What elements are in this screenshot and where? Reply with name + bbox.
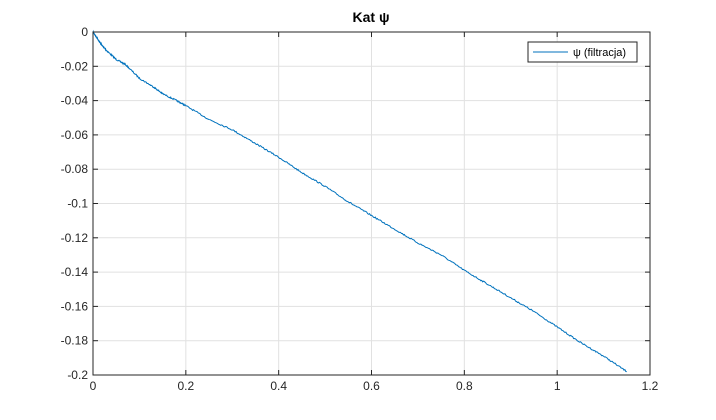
x-tick-label: 1 <box>554 379 561 393</box>
x-tick-labels: 0 0.2 0.4 0.6 0.8 1 1.2 <box>90 379 659 393</box>
legend-box <box>527 41 638 63</box>
series-layer <box>92 29 627 373</box>
y-tick-label: -0.14 <box>61 265 89 279</box>
y-tick-label: -0.1 <box>67 197 88 211</box>
legend: ψ (filtracja) <box>527 41 638 63</box>
y-tick-label: -0.08 <box>61 162 89 176</box>
y-tick-label: -0.2 <box>67 368 88 382</box>
x-tick-label: 0.2 <box>177 379 194 393</box>
legend-entry-label: ψ (filtracja) <box>573 47 626 59</box>
x-tick-label: 1.2 <box>642 379 659 393</box>
y-tick-label: -0.16 <box>61 299 89 313</box>
x-tick-label: 0.6 <box>363 379 380 393</box>
y-tick-label: -0.18 <box>61 334 89 348</box>
y-tick-label: -0.02 <box>61 59 89 73</box>
y-tick-label: 0 <box>81 25 88 39</box>
y-tick-label: -0.04 <box>61 94 89 108</box>
y-tick-label: -0.06 <box>61 128 89 142</box>
x-tick-label: 0 <box>90 379 97 393</box>
y-tick-labels: 0 -0.02 -0.04 -0.06 -0.08 -0.1 -0.12 -0.14 -0.16… <box>61 25 89 382</box>
x-tick-label: 0.4 <box>270 379 287 393</box>
ticks <box>92 31 651 376</box>
x-tick-label: 0.8 <box>456 379 473 393</box>
series-line <box>92 29 627 373</box>
chart-title: Kat ψ <box>353 9 390 25</box>
y-tick-label: -0.12 <box>61 231 89 245</box>
